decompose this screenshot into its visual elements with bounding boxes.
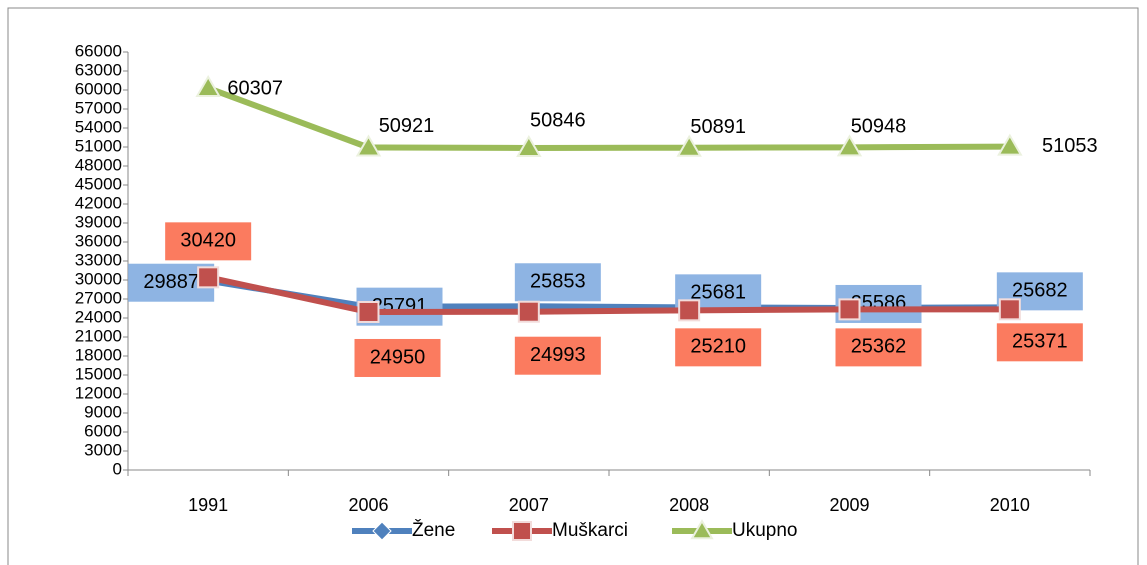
marker [690, 519, 714, 540]
marker [517, 300, 540, 323]
y-tick-label: 54000 [75, 117, 122, 136]
marker [998, 298, 1021, 321]
y-tick-label: 18000 [75, 345, 122, 364]
data-label: 50948 [851, 116, 907, 138]
data-label: 50921 [379, 115, 435, 137]
data-label-box [354, 338, 441, 377]
y-tick-label: 30000 [75, 269, 122, 288]
data-label-box [835, 328, 922, 367]
series-line [207, 274, 1010, 315]
legend-label: Muškarci [552, 520, 628, 541]
series-line [207, 85, 1010, 151]
data-label: 25853 [530, 271, 586, 293]
y-tick-label: 24000 [75, 307, 122, 326]
data-label: 25362 [851, 336, 907, 358]
x-tick-label: 2007 [509, 495, 549, 515]
y-tick-label: 36000 [75, 231, 122, 250]
y-tick-label: 66000 [75, 41, 122, 60]
marker [357, 300, 380, 323]
y-tick-label: 45000 [75, 174, 122, 193]
data-label-box [675, 328, 762, 367]
y-tick-label: 3000 [84, 440, 122, 459]
data-label: 25681 [690, 282, 746, 304]
data-label-box [514, 263, 601, 302]
marker [676, 134, 702, 157]
y-tick-label: 51000 [75, 136, 122, 155]
y-tick-label: 57000 [75, 98, 122, 117]
x-tick-label: 2009 [829, 495, 869, 515]
marker [195, 75, 221, 98]
marker [678, 299, 701, 322]
y-tick-label: 27000 [75, 288, 122, 307]
legend-label: Žene [412, 519, 455, 541]
y-tick-label: 12000 [75, 383, 122, 402]
data-label-box [996, 323, 1083, 362]
data-label: 50891 [690, 116, 746, 138]
marker [355, 134, 382, 157]
data-label: 25210 [690, 336, 746, 358]
data-label: 50846 [530, 109, 586, 131]
marker [516, 134, 542, 157]
data-label: 24993 [530, 344, 586, 366]
marker [997, 133, 1023, 156]
data-label: 30420 [180, 230, 236, 252]
y-tick-label: 33000 [75, 250, 122, 269]
data-label: 60307 [227, 77, 283, 99]
data-label: 25682 [1012, 280, 1068, 302]
data-label-box [165, 222, 252, 261]
y-tick-label: 6000 [84, 421, 122, 440]
x-tick-label: 2010 [990, 495, 1030, 515]
y-tick-label: 60000 [75, 79, 122, 98]
y-tick-label: 21000 [75, 326, 122, 345]
data-label: 51053 [1042, 135, 1098, 157]
data-label: 29887 [143, 271, 199, 293]
data-label-box [514, 336, 601, 375]
y-tick-label: 0 [113, 459, 122, 478]
marker [838, 298, 861, 321]
marker [836, 134, 863, 157]
marker [372, 521, 392, 541]
y-tick-label: 63000 [75, 60, 122, 79]
y-tick-label: 48000 [75, 155, 122, 174]
y-tick-label: 15000 [75, 364, 122, 383]
y-tick-label: 39000 [75, 212, 122, 231]
marker [512, 521, 532, 541]
x-tick-label: 2006 [348, 495, 388, 515]
data-label: 25371 [1012, 331, 1068, 353]
y-tick-label: 42000 [75, 193, 122, 212]
marker [197, 266, 220, 289]
x-tick-label: 1991 [188, 495, 228, 515]
data-label: 24950 [370, 346, 426, 368]
y-tick-label: 9000 [84, 402, 122, 421]
legend-label: Ukupno [732, 520, 798, 541]
x-tick-label: 2008 [669, 495, 709, 515]
